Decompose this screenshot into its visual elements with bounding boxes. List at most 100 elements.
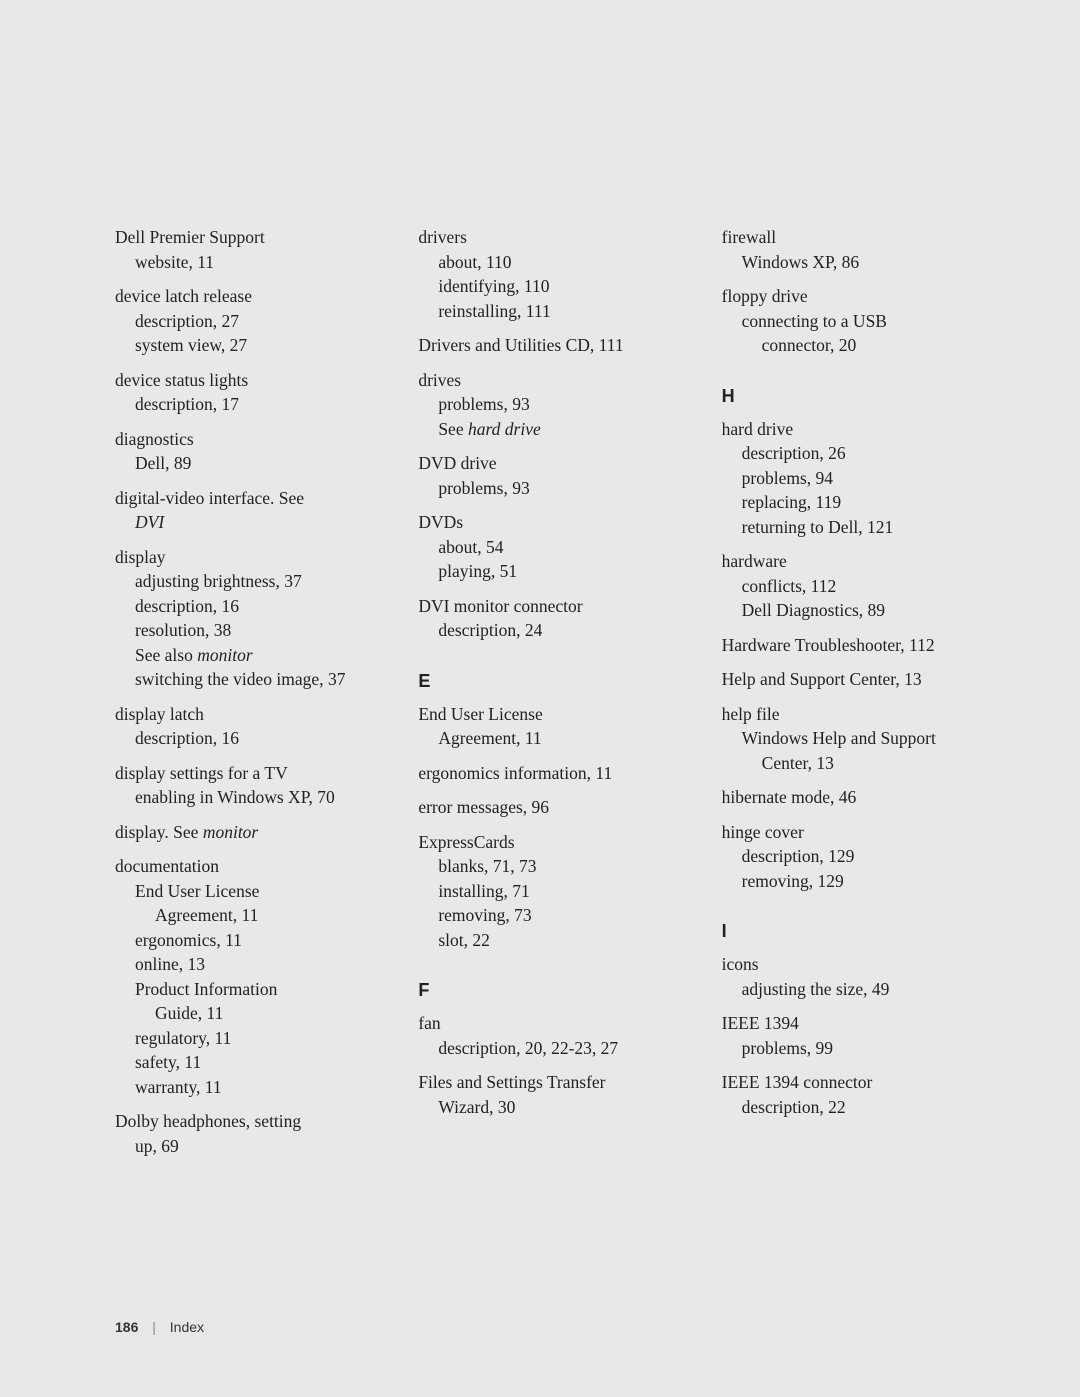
cross-ref: monitor [203,822,258,842]
index-line: safety, 11 [115,1050,378,1075]
index-line: system view, 27 [115,333,378,358]
index-line: firewall [722,225,985,250]
index-line: hibernate mode, 46 [722,785,985,810]
index-entry: IEEE 1394problems, 99 [722,1011,985,1060]
index-entry: ExpressCardsblanks, 71, 73installing, 71… [418,830,681,953]
index-entry: error messages, 96 [418,795,681,820]
index-entry: device status lightsdescription, 17 [115,368,378,417]
index-line: diagnostics [115,427,378,452]
index-line: installing, 71 [418,879,681,904]
index-line: Help and Support Center, 13 [722,667,985,692]
index-entry: diagnosticsDell, 89 [115,427,378,476]
index-line: Wizard, 30 [418,1095,681,1120]
index-line: Agreement, 11 [418,726,681,751]
index-line: hinge cover [722,820,985,845]
index-line: display settings for a TV [115,761,378,786]
index-line: description, 24 [418,618,681,643]
index-line: removing, 129 [722,869,985,894]
index-entry: hibernate mode, 46 [722,785,985,810]
index-line: Windows Help and Support [722,726,985,751]
index-line: slot, 22 [418,928,681,953]
index-line: hard drive [722,417,985,442]
index-line: documentation [115,854,378,879]
index-line: adjusting the size, 49 [722,977,985,1002]
index-line: Dolby headphones, setting [115,1109,378,1134]
index-line: enabling in Windows XP, 70 [115,785,378,810]
index-entry: firewallWindows XP, 86 [722,225,985,274]
index-line: Dell, 89 [115,451,378,476]
index-line: online, 13 [115,952,378,977]
index-line: digital-video interface. See [115,486,378,511]
index-entry: DVI monitor connectordescription, 24 [418,594,681,643]
index-entry: End User LicenseAgreement, 11 [418,702,681,751]
index-line: up, 69 [115,1134,378,1159]
section-letter: H [722,386,985,407]
column-3: firewallWindows XP, 86floppy driveconnec… [722,225,985,1168]
index-line: description, 22 [722,1095,985,1120]
index-line: description, 16 [115,594,378,619]
index-line: identifying, 110 [418,274,681,299]
index-entry: help fileWindows Help and SupportCenter,… [722,702,985,776]
index-line: reinstalling, 111 [418,299,681,324]
index-line: returning to Dell, 121 [722,515,985,540]
index-entry: floppy driveconnecting to a USBconnector… [722,284,985,358]
index-line: ergonomics information, 11 [418,761,681,786]
index-entry: drivesproblems, 93See hard drive [418,368,681,442]
index-entry: display latchdescription, 16 [115,702,378,751]
index-line: floppy drive [722,284,985,309]
index-line: replacing, 119 [722,490,985,515]
index-line: description, 16 [115,726,378,751]
index-line: Guide, 11 [115,1001,378,1026]
index-entry: iconsadjusting the size, 49 [722,952,985,1001]
index-line: See hard drive [418,417,681,442]
index-line: DVDs [418,510,681,535]
index-entry: hinge coverdescription, 129removing, 129 [722,820,985,894]
index-entry: fandescription, 20, 22-23, 27 [418,1011,681,1060]
index-line: End User License [418,702,681,727]
index-line: problems, 94 [722,466,985,491]
index-line: about, 54 [418,535,681,560]
footer-label: Index [170,1319,204,1335]
index-entry: Drivers and Utilities CD, 111 [418,333,681,358]
index-line: DVI monitor connector [418,594,681,619]
index-entry: Hardware Troubleshooter, 112 [722,633,985,658]
index-line: device status lights [115,368,378,393]
index-line: IEEE 1394 [722,1011,985,1036]
index-line: description, 27 [115,309,378,334]
index-line: resolution, 38 [115,618,378,643]
index-entry: documentationEnd User LicenseAgreement, … [115,854,378,1099]
index-line: ExpressCards [418,830,681,855]
index-line: blanks, 71, 73 [418,854,681,879]
column-1: Dell Premier Supportwebsite, 11 device la… [115,225,378,1168]
index-line: problems, 93 [418,392,681,417]
index-line: description, 20, 22-23, 27 [418,1036,681,1061]
index-line: DVI [115,510,378,535]
index-line: IEEE 1394 connector [722,1070,985,1095]
index-entry: Dell Premier Supportwebsite, 11 [115,225,378,274]
index-page: Dell Premier Supportwebsite, 11 device la… [0,0,1080,1397]
index-entry: DVDsabout, 54playing, 51 [418,510,681,584]
index-line: Drivers and Utilities CD, 111 [418,333,681,358]
index-line: connecting to a USB [722,309,985,334]
index-entry: hard drivedescription, 26problems, 94rep… [722,417,985,540]
index-entry: Files and Settings TransferWizard, 30 [418,1070,681,1119]
index-entry: driversabout, 110identifying, 110reinsta… [418,225,681,323]
index-line: help file [722,702,985,727]
section-letter: I [722,921,985,942]
index-line: connector, 20 [722,333,985,358]
index-entry: device latch releasedescription, 27syste… [115,284,378,358]
page-footer: 186 | Index [115,1319,204,1335]
index-line: fan [418,1011,681,1036]
section-letter: F [418,980,681,1001]
index-columns: Dell Premier Supportwebsite, 11 device la… [115,225,985,1168]
index-line: See also monitor [115,643,378,668]
index-line: removing, 73 [418,903,681,928]
index-line: drivers [418,225,681,250]
column-2: driversabout, 110identifying, 110reinsta… [418,225,681,1168]
footer-separator: | [152,1319,156,1335]
index-line: regulatory, 11 [115,1026,378,1051]
index-line: icons [722,952,985,977]
index-entry: display. See monitor [115,820,378,845]
index-entry: displayadjusting brightness, 37descripti… [115,545,378,692]
index-line: warranty, 11 [115,1075,378,1100]
